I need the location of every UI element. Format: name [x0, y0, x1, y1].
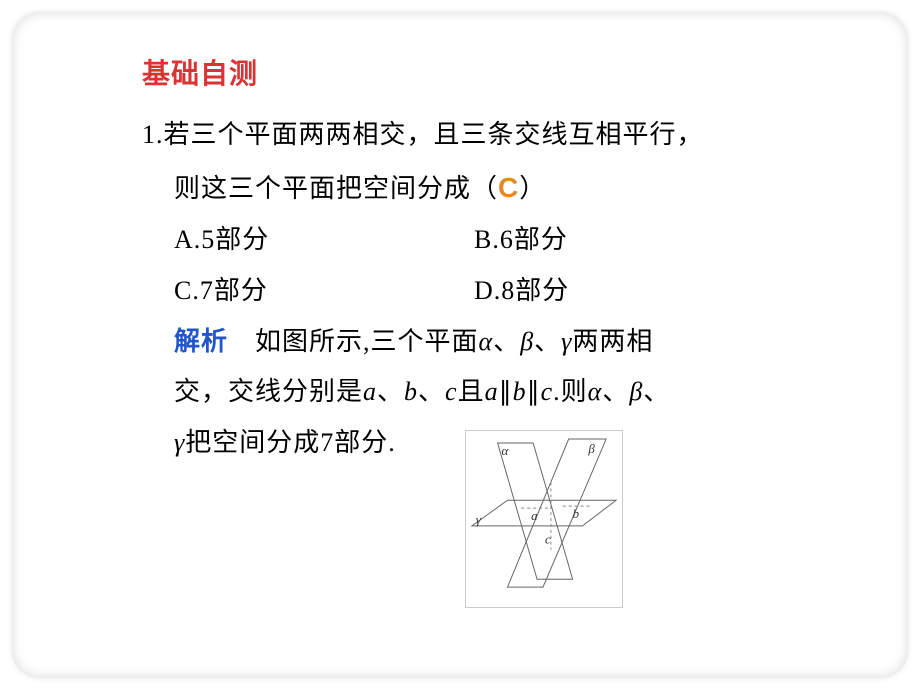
var-b2: b: [513, 377, 527, 406]
diagram-three-planes: α β γ a b c: [465, 430, 623, 608]
analysis-t4: 且: [458, 377, 485, 406]
options-row-1: A.5部分 B.6部分: [142, 215, 808, 266]
question-text-2b: ）: [519, 174, 546, 203]
greek-alpha-2: α: [588, 377, 603, 406]
greek-alpha-1: α: [479, 327, 494, 356]
var-b: b: [404, 377, 418, 406]
sep-4: 、: [418, 377, 445, 406]
options-row-2: C.7部分 D.8部分: [142, 266, 808, 317]
var-c2: c: [541, 377, 554, 406]
sep-6: 、: [643, 377, 670, 406]
slide-container: 基础自测 1.若三个平面两两相交，且三条交线互相平行， 则这三个平面把空间分成（…: [12, 12, 908, 678]
analysis-t2: 两两相: [572, 327, 653, 356]
analysis-line-1: 解析 如图所示,三个平面α、β、γ两两相: [142, 317, 808, 368]
analysis-t3: 交，交线分别是: [174, 377, 363, 406]
sep-1: 、: [493, 327, 520, 356]
question-text-1: 若三个平面两两相交，且三条交线互相平行，: [164, 120, 704, 149]
question-line-2: 则这三个平面把空间分成（C）: [142, 161, 808, 216]
analysis-t6: 把空间分成7部分.: [185, 428, 396, 457]
diagram-label-alpha: α: [502, 444, 509, 458]
parallel-2: ∥: [527, 377, 541, 406]
greek-beta-1: β: [520, 327, 534, 356]
option-b: B.6部分: [474, 215, 808, 266]
question-text-2a: 则这三个平面把空间分成（: [174, 174, 498, 203]
greek-gamma-2: γ: [174, 428, 185, 457]
sep-3: 、: [377, 377, 404, 406]
question-number: 1.: [142, 120, 164, 149]
greek-beta-2: β: [629, 377, 643, 406]
analysis-label: 解析: [174, 327, 228, 356]
var-a: a: [363, 377, 377, 406]
question-line-1: 1.若三个平面两两相交，且三条交线互相平行，: [142, 110, 808, 161]
diagram-label-b: b: [573, 507, 580, 521]
sep-2: 、: [534, 327, 561, 356]
plane-gamma-outline: [472, 500, 616, 526]
answer-marker: C: [498, 172, 519, 203]
analysis-t1: 如图所示,三个平面: [228, 327, 479, 356]
option-d: D.8部分: [474, 266, 808, 317]
analysis-t5: .则: [553, 377, 588, 406]
option-c: C.7部分: [174, 266, 474, 317]
diagram-label-beta: β: [587, 442, 595, 456]
section-title: 基础自测: [142, 52, 808, 92]
question-block: 1.若三个平面两两相交，且三条交线互相平行， 则这三个平面把空间分成（C） A.…: [142, 110, 808, 469]
diagram-label-a: a: [531, 509, 537, 523]
var-c: c: [445, 377, 458, 406]
plane-beta-outline: [507, 439, 606, 587]
planes-diagram-svg: α β γ a b c: [466, 431, 622, 607]
option-a: A.5部分: [174, 215, 474, 266]
sep-5: 、: [602, 377, 629, 406]
diagram-label-c: c: [545, 533, 551, 547]
parallel-1: ∥: [499, 377, 513, 406]
analysis-line-2: 交，交线分别是a、b、c且a∥b∥c.则α、β、: [142, 367, 808, 418]
var-a2: a: [485, 377, 499, 406]
greek-gamma-1: γ: [561, 327, 572, 356]
